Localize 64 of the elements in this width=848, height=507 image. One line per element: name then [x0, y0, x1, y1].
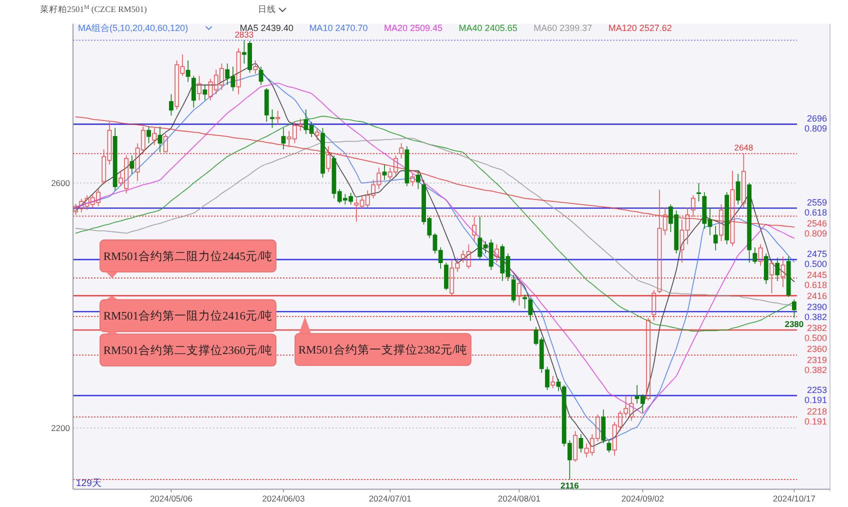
- ref-line-label: 2390 0.382: [804, 302, 827, 322]
- candlestick: [601, 409, 606, 444]
- x-tick-label: 2024/08/01: [498, 493, 541, 504]
- x-tick-label: 2024/07/01: [368, 493, 412, 504]
- candlestick: [382, 164, 387, 180]
- candlestick: [314, 127, 320, 141]
- candlestick: [404, 146, 410, 186]
- candlestick: [202, 84, 208, 101]
- candlestick: [112, 127, 118, 191]
- annotation: 2116: [560, 480, 580, 490]
- candlestick: [775, 257, 780, 282]
- ref-line-label: 2360: [806, 344, 827, 354]
- annotation: 129天: [76, 478, 102, 489]
- ref-line-label: 2475 0.500: [804, 249, 827, 270]
- x-tick-label: 2024/10/17: [772, 493, 816, 504]
- candlestick: [528, 298, 533, 322]
- annotation: RM501合约第一阻力位2416元/吨: [103, 310, 273, 323]
- candlestick: [253, 60, 258, 74]
- text: MA60 2399.37: [534, 23, 592, 33]
- candlestick: [786, 256, 791, 298]
- ref-line-label: 2445 0.618: [804, 270, 827, 290]
- candlestick: [264, 88, 269, 122]
- candlestick: [410, 173, 415, 186]
- ref-line-label: 2382 0.500: [804, 323, 827, 344]
- ref-line-label: 2546 0.809: [804, 218, 827, 239]
- candlestick: [130, 155, 134, 174]
- ref-line-label: 2218 0.191: [804, 406, 827, 426]
- annotation: 2648: [734, 142, 754, 153]
- y-tick-label: 2200: [51, 423, 70, 433]
- annotation: RM501合约第一支撑位2382元/吨: [298, 344, 468, 357]
- candlestick: [511, 274, 516, 303]
- candlestick: [758, 244, 763, 266]
- candlestick: [550, 376, 556, 389]
- annotation: 2380: [784, 318, 804, 329]
- annotation: RM501合约第二支撑位2360元/吨: [103, 344, 273, 357]
- candlestick: [186, 60, 190, 82]
- candlestick: [713, 225, 718, 251]
- candlestick: [152, 127, 157, 146]
- x-tick-label: 2024/09/02: [621, 493, 664, 504]
- legend-title: MA组合(5,10,20,40,60,120): [78, 23, 188, 33]
- candlestick: [578, 434, 584, 453]
- text: MA10 2470.70: [309, 23, 368, 33]
- annotation: RM501合约第二阻力位2445元/吨: [103, 250, 273, 263]
- text: MA120 2527.62: [608, 23, 672, 33]
- ref-line-label: 2559 0.618: [804, 198, 827, 218]
- candlestick: [752, 246, 758, 264]
- candlestick: [276, 110, 280, 126]
- text: MA40 2405.65: [458, 23, 518, 33]
- ref-line-label: 2416: [806, 291, 827, 302]
- candlestick: [236, 48, 241, 95]
- x-tick-label: 2024/06/03: [262, 493, 306, 504]
- candlestick: [764, 253, 768, 284]
- candlestick: [606, 440, 612, 453]
- ref-line-label: 2253 0.191: [804, 385, 827, 406]
- candlestick: [736, 173, 740, 205]
- ref-line-label: 2696 0.809: [804, 114, 827, 134]
- text: MA20 2509.45: [384, 23, 443, 33]
- chart-title: 菜籽粕2501$^{M}$ (CZCE RM501): [40, 4, 148, 14]
- text: MA5 2439.40: [240, 23, 294, 33]
- chart-subtitle: 日线: [258, 4, 276, 14]
- ref-line-label: 2319 0.382: [804, 355, 827, 376]
- y-tick-label: 2600: [51, 178, 70, 188]
- candlestick: [281, 127, 286, 150]
- x-tick-label: 2024/05/06: [150, 493, 193, 504]
